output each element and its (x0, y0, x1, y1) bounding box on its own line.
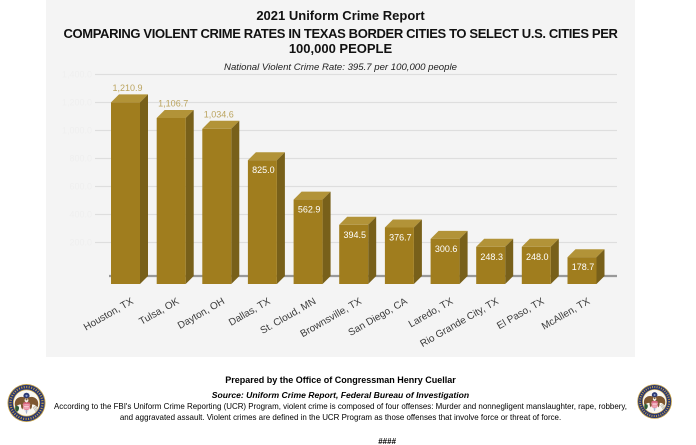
svg-text:McAllen, TX: McAllen, TX (540, 296, 592, 333)
svg-text:El Paso, TX: El Paso, TX (495, 296, 546, 332)
svg-text:562.9: 562.9 (298, 205, 321, 215)
svg-text:Rio Grande City, TX: Rio Grande City, TX (419, 296, 501, 350)
svg-text:1,106.7: 1,106.7 (158, 99, 188, 109)
svg-text:Tulsa, OK: Tulsa, OK (138, 296, 182, 328)
svg-text:Dayton, OH: Dayton, OH (176, 296, 227, 332)
svg-text:800.0: 800.0 (69, 154, 92, 164)
svg-text:1,200.0: 1,200.0 (62, 98, 92, 108)
svg-text:394.5: 394.5 (344, 230, 367, 240)
svg-text:200.0: 200.0 (69, 238, 92, 248)
svg-text:1,400.0: 1,400.0 (62, 70, 92, 80)
svg-text:825.0: 825.0 (252, 165, 275, 175)
svg-text:248.0: 248.0 (526, 252, 549, 262)
svg-text:1,210.9: 1,210.9 (112, 83, 142, 93)
svg-text:600.0: 600.0 (69, 182, 92, 192)
svg-text:300.6: 300.6 (435, 244, 458, 254)
svg-text:1,000.0: 1,000.0 (62, 126, 92, 136)
svg-text:1,034.6: 1,034.6 (204, 109, 234, 119)
svg-text:376.7: 376.7 (389, 233, 412, 243)
svg-text:178.7: 178.7 (572, 262, 595, 272)
svg-text:Houston, TX: Houston, TX (82, 296, 136, 333)
svg-text:400.0: 400.0 (69, 210, 92, 220)
svg-text:248.3: 248.3 (480, 252, 503, 262)
